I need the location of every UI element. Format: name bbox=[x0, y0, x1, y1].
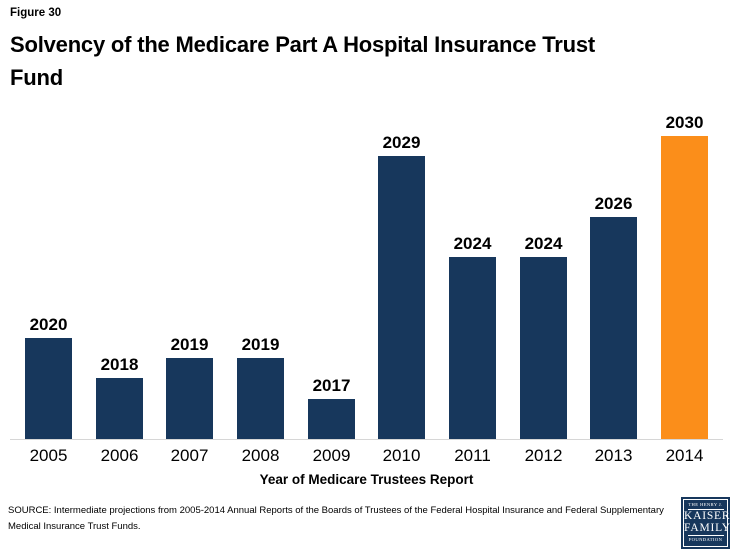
x-tick-label-2008: 2008 bbox=[241, 446, 280, 465]
bar-value-label-2013: 2026 bbox=[594, 194, 633, 213]
bar-value-label-2005: 2020 bbox=[29, 315, 68, 334]
x-tick-label-2013: 2013 bbox=[594, 446, 633, 465]
x-axis-line bbox=[10, 439, 723, 440]
bar-2009 bbox=[308, 399, 355, 439]
bar-2008 bbox=[237, 358, 284, 439]
x-tick-label-2010: 2010 bbox=[382, 446, 421, 465]
x-axis-title: Year of Medicare Trustees Report bbox=[259, 472, 474, 487]
bar-2011 bbox=[449, 257, 496, 439]
bar-value-label-2009: 2017 bbox=[312, 376, 351, 395]
kff-logo-the-henry-j: THE HENRY J. bbox=[688, 502, 723, 507]
bar-2005 bbox=[25, 338, 72, 439]
bar-2014 bbox=[661, 136, 708, 439]
x-tick-label-2009: 2009 bbox=[312, 446, 351, 465]
x-tick-label-2005: 2005 bbox=[29, 446, 68, 465]
bar-value-label-2010: 2029 bbox=[382, 133, 421, 152]
bar-value-label-2006: 2018 bbox=[100, 355, 139, 374]
kaiser-family-foundation-logo: THE HENRY J. KAISER FAMILY FOUNDATION bbox=[681, 497, 730, 549]
chart-title-line-1: Solvency of the Medicare Part A Hospital… bbox=[10, 32, 596, 57]
x-tick-label-2007: 2007 bbox=[170, 446, 209, 465]
bar-value-label-2012: 2024 bbox=[524, 234, 563, 253]
x-tick-label-2014: 2014 bbox=[665, 446, 704, 465]
chart-title: Solvency of the Medicare Part A Hospital… bbox=[10, 28, 720, 94]
kff-logo-divider-top bbox=[687, 509, 724, 510]
bar-2012 bbox=[520, 257, 567, 439]
x-tick-label-2011: 2011 bbox=[454, 446, 491, 465]
bar-value-label-2011: 2024 bbox=[453, 234, 492, 253]
chart-title-line-2: Fund bbox=[10, 65, 63, 90]
kff-logo-inner-frame: THE HENRY J. KAISER FAMILY FOUNDATION bbox=[683, 499, 731, 547]
bar-2013 bbox=[590, 217, 637, 439]
source-note: SOURCE: Intermediate projections from 20… bbox=[8, 505, 664, 532]
x-tick-label-2006: 2006 bbox=[100, 446, 139, 465]
bar-2010 bbox=[378, 156, 425, 439]
kff-logo-foundation: FOUNDATION bbox=[688, 537, 723, 542]
bar-2006 bbox=[96, 378, 143, 439]
bar-value-label-2008: 2019 bbox=[241, 335, 280, 354]
kff-logo-kaiser: KAISER bbox=[684, 510, 731, 522]
bar-value-label-2007: 2019 bbox=[170, 335, 209, 354]
figure-label: Figure 30 bbox=[10, 7, 62, 19]
x-tick-label-2012: 2012 bbox=[524, 446, 563, 465]
bar-value-label-2014: 2030 bbox=[665, 113, 704, 132]
kff-logo-divider-bottom bbox=[687, 535, 724, 536]
bar-2007 bbox=[166, 358, 213, 439]
kff-logo-family: FAMILY bbox=[684, 521, 731, 534]
